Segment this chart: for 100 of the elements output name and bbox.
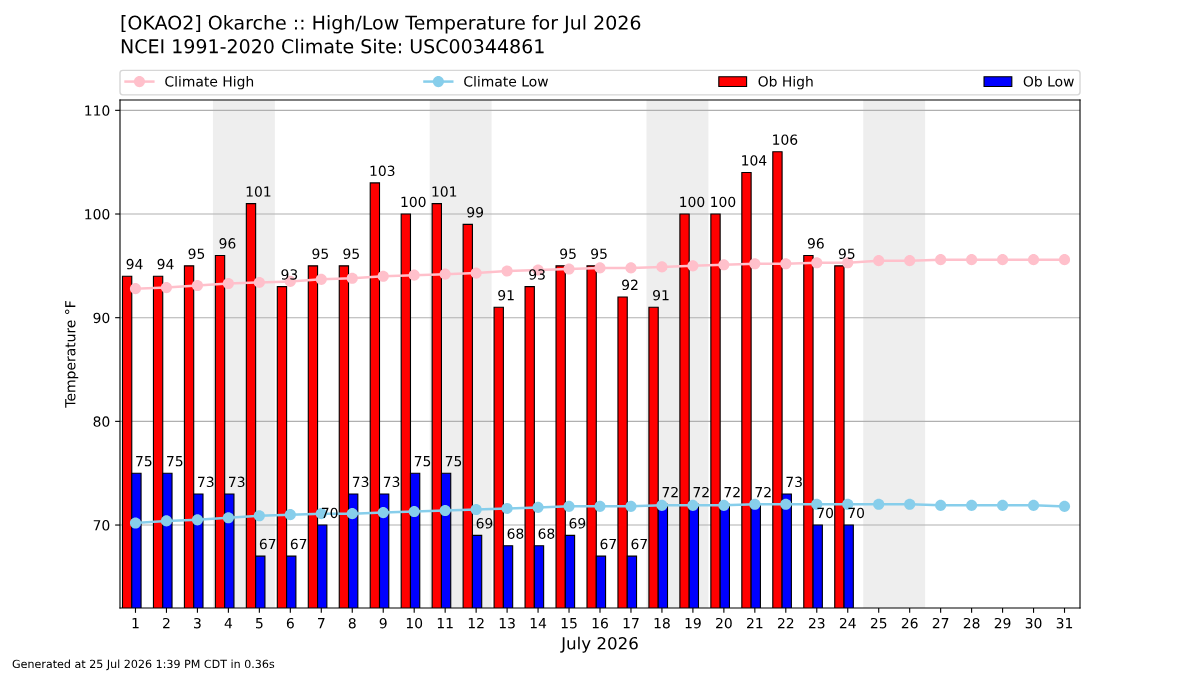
data-label: 72 bbox=[724, 486, 740, 498]
data-label: 91 bbox=[653, 289, 669, 301]
x-tick-label: 15 bbox=[561, 618, 577, 629]
x-tick-label: 19 bbox=[685, 617, 701, 629]
data-label: 100 bbox=[401, 196, 426, 208]
y-axis-title: Temperature °F bbox=[65, 301, 79, 408]
point bbox=[749, 258, 761, 270]
data-label: 67 bbox=[600, 538, 616, 550]
x-tick-label: 27 bbox=[932, 617, 949, 629]
point bbox=[780, 258, 792, 270]
point bbox=[625, 262, 637, 274]
point bbox=[470, 267, 482, 279]
data-label: 95 bbox=[560, 248, 576, 259]
point bbox=[935, 499, 947, 511]
point bbox=[160, 515, 173, 527]
data-label: 94 bbox=[157, 258, 174, 270]
data-label: 100 bbox=[711, 196, 736, 208]
point bbox=[191, 514, 203, 526]
point bbox=[1058, 500, 1071, 512]
data-label: 92 bbox=[622, 279, 638, 291]
data-label: 70 bbox=[817, 507, 834, 519]
data-label: 99 bbox=[467, 207, 484, 218]
data-label: 106 bbox=[773, 134, 798, 145]
x-tick-label: 8 bbox=[348, 617, 356, 629]
data-label: 95 bbox=[188, 248, 205, 259]
data-label: 75 bbox=[167, 456, 183, 467]
y-tick-label: 70 bbox=[93, 520, 110, 531]
point bbox=[687, 499, 699, 511]
point bbox=[470, 503, 482, 516]
x-tick-label: 6 bbox=[286, 617, 294, 629]
data-label: 67 bbox=[259, 538, 276, 550]
y-tick-label: 100 bbox=[85, 208, 110, 220]
point bbox=[1058, 254, 1071, 266]
x-tick-label: 2 bbox=[163, 617, 170, 629]
x-tick-label: 22 bbox=[777, 617, 794, 629]
x-tick-label: 31 bbox=[1056, 617, 1073, 629]
data-label: 96 bbox=[219, 238, 236, 249]
point bbox=[594, 500, 606, 512]
data-label: 95 bbox=[312, 248, 328, 259]
x-tick-label: 16 bbox=[592, 617, 608, 629]
point bbox=[501, 502, 513, 514]
data-label: 95 bbox=[343, 248, 359, 259]
point bbox=[439, 268, 451, 280]
x-tick-label: 14 bbox=[530, 618, 547, 629]
data-label: 100 bbox=[680, 196, 705, 208]
data-label: 94 bbox=[126, 258, 143, 270]
data-label: 104 bbox=[742, 155, 767, 166]
point bbox=[594, 262, 606, 274]
data-label: 75 bbox=[136, 456, 152, 467]
x-axis-title: July 2026 bbox=[560, 636, 638, 653]
point bbox=[1027, 254, 1040, 266]
data-label: 103 bbox=[370, 165, 395, 177]
data-label: 70 bbox=[848, 507, 865, 519]
point bbox=[129, 283, 142, 295]
point bbox=[315, 273, 327, 285]
point bbox=[346, 508, 358, 520]
point bbox=[904, 255, 916, 267]
data-label: 73 bbox=[352, 476, 369, 488]
point bbox=[408, 269, 420, 281]
point bbox=[253, 510, 265, 522]
data-label: 75 bbox=[414, 456, 431, 467]
point bbox=[563, 263, 575, 275]
data-label: 93 bbox=[281, 269, 298, 280]
point bbox=[253, 276, 265, 288]
data-label: 72 bbox=[755, 486, 771, 498]
point bbox=[811, 257, 823, 269]
x-tick-label: 28 bbox=[963, 617, 980, 629]
point bbox=[129, 517, 142, 529]
point bbox=[749, 498, 761, 510]
point bbox=[191, 279, 203, 292]
x-tick-label: 25 bbox=[870, 617, 887, 629]
point bbox=[687, 260, 699, 272]
data-label: 67 bbox=[290, 538, 307, 550]
chart-subtitle: NCEI 1991-2020 Climate Site: USC00344861 bbox=[121, 38, 544, 54]
data-label: 73 bbox=[786, 476, 802, 488]
data-label: 67 bbox=[631, 538, 647, 550]
chart-title: [OKAO2] Okarche :: High/Low Temperature for Jul 2026 bbox=[121, 15, 641, 34]
legend-label: Ob Low bbox=[1023, 75, 1074, 87]
legend-label: Climate High bbox=[165, 75, 254, 90]
data-label: 70 bbox=[321, 507, 338, 519]
point bbox=[532, 501, 544, 513]
point bbox=[997, 499, 1009, 511]
data-label: 69 bbox=[569, 518, 586, 529]
data-label: 95 bbox=[838, 248, 855, 259]
x-tick-label: 30 bbox=[1025, 617, 1042, 629]
data-label: 75 bbox=[445, 456, 462, 467]
point bbox=[377, 507, 389, 519]
x-tick-label: 26 bbox=[901, 617, 918, 629]
data-label: 91 bbox=[498, 289, 514, 301]
legend-label: Ob High bbox=[758, 75, 813, 90]
x-tick-label: 11 bbox=[437, 618, 453, 629]
point bbox=[346, 272, 358, 284]
point bbox=[222, 277, 234, 290]
point bbox=[160, 282, 173, 294]
x-tick-label: 5 bbox=[256, 618, 263, 629]
data-label: 73 bbox=[198, 476, 214, 488]
point bbox=[718, 259, 730, 271]
x-tick-label: 17 bbox=[623, 618, 639, 629]
point bbox=[501, 265, 513, 277]
data-label: 72 bbox=[662, 486, 678, 498]
